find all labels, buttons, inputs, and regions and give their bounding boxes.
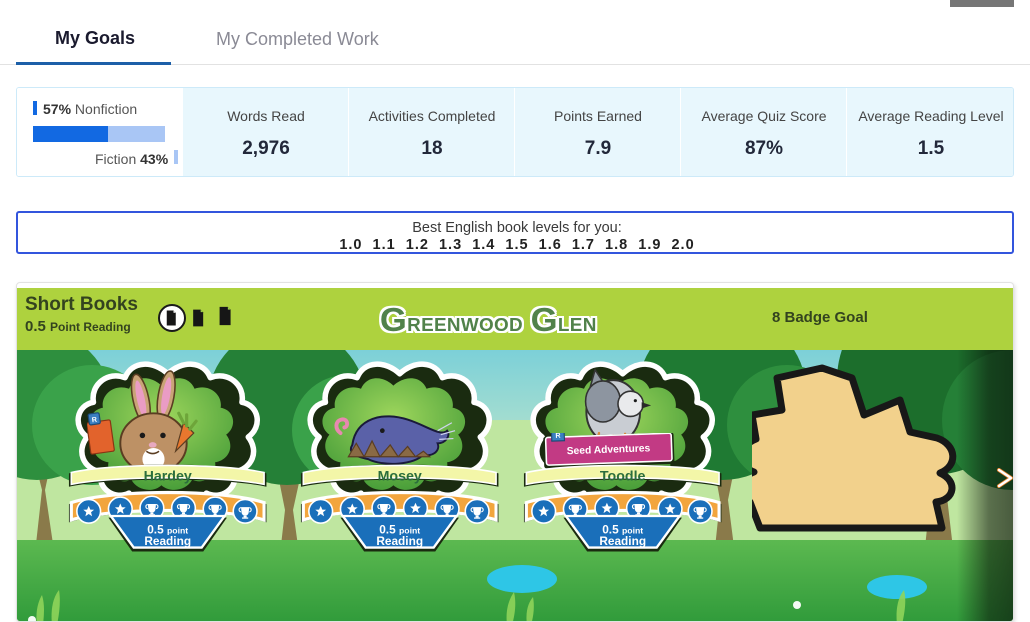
svg-text:R: R bbox=[91, 416, 97, 425]
svg-text:Reading: Reading bbox=[144, 534, 191, 548]
svg-text:R: R bbox=[555, 433, 560, 440]
svg-text:Reading: Reading bbox=[376, 534, 423, 548]
svg-text:Reading: Reading bbox=[599, 534, 646, 548]
